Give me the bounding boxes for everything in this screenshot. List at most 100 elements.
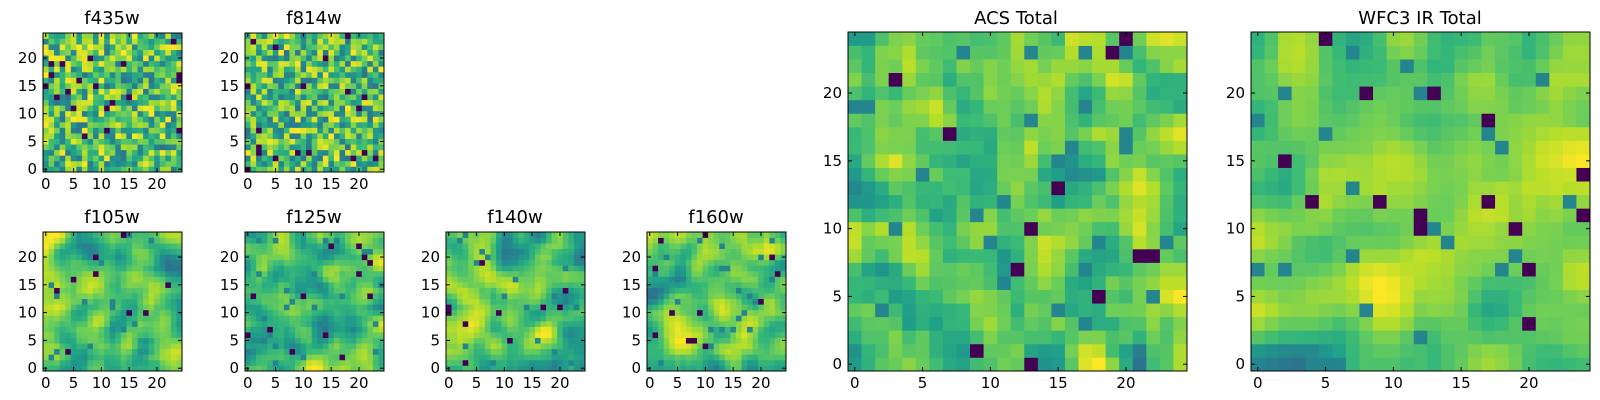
- heatmap-cell: [311, 365, 318, 372]
- heatmap-cell: [295, 304, 301, 311]
- heatmap-cell: [446, 315, 452, 322]
- heatmap-cell: [1132, 303, 1147, 318]
- heatmap-cell: [647, 315, 653, 322]
- heatmap-cell: [1159, 235, 1174, 250]
- heatmap-cell: [143, 155, 149, 162]
- heatmap-cell: [98, 55, 105, 62]
- heatmap-cell: [1278, 330, 1293, 345]
- heatmap-cell: [104, 270, 111, 277]
- heatmap-cell: [76, 155, 83, 162]
- heatmap-cell: [104, 127, 111, 134]
- heatmap-cell: [311, 38, 318, 45]
- heatmap-cell: [170, 105, 177, 112]
- heatmap-cell: [1427, 262, 1442, 277]
- x-tick-label: 15: [1049, 374, 1068, 392]
- heatmap-cell: [311, 66, 318, 73]
- heatmap-cell: [76, 232, 83, 238]
- heatmap-cell: [929, 154, 944, 168]
- heatmap-cell: [70, 71, 77, 78]
- heatmap-cell: [361, 282, 368, 288]
- heatmap-cell: [148, 49, 155, 56]
- heatmap-cell: [154, 359, 161, 366]
- heatmap-cell: [59, 44, 66, 51]
- heatmap-cell: [484, 282, 491, 288]
- heatmap-cell: [300, 105, 307, 112]
- heatmap-cell: [479, 259, 486, 266]
- heatmap-cell: [256, 265, 263, 272]
- heatmap-cell: [568, 259, 575, 266]
- heatmap-cell: [154, 254, 161, 261]
- heatmap-cell: [93, 343, 99, 350]
- heatmap-cell: [451, 265, 458, 272]
- heatmap-cell: [724, 237, 731, 244]
- heatmap-cell: [154, 66, 161, 73]
- heatmap-cell: [176, 293, 183, 300]
- heatmap-cell: [501, 276, 508, 283]
- heatmap-cell: [70, 287, 77, 294]
- heatmap-cell: [496, 276, 502, 283]
- heatmap-cell: [143, 343, 149, 350]
- heatmap-cell: [546, 254, 552, 261]
- heatmap-cell: [356, 354, 363, 361]
- heatmap-cell: [479, 248, 486, 255]
- plot-frame: [646, 231, 787, 372]
- heatmap-cell: [1024, 235, 1039, 250]
- heatmap-cell: [339, 49, 346, 56]
- heatmap-cell: [267, 38, 274, 45]
- heatmap-cell: [300, 99, 307, 106]
- heatmap-cell: [367, 127, 374, 134]
- heatmap-cell: [518, 265, 525, 272]
- heatmap-cell: [176, 77, 183, 84]
- heatmap-cell: [915, 248, 930, 263]
- heatmap-cell: [1373, 289, 1387, 304]
- heatmap-cell: [367, 348, 374, 355]
- heatmap-cell: [484, 337, 491, 344]
- heatmap-cell: [350, 354, 357, 361]
- heatmap-cell: [1291, 235, 1306, 250]
- heatmap-cell: [534, 343, 541, 350]
- heatmap-cell: [350, 166, 357, 173]
- heatmap-cell: [719, 332, 726, 338]
- heatmap-cell: [154, 55, 161, 62]
- heatmap-cell: [87, 94, 94, 101]
- heatmap-cell: [573, 259, 580, 266]
- heatmap-cell: [87, 160, 94, 167]
- heatmap-cell: [256, 60, 263, 67]
- heatmap-cell: [1481, 303, 1496, 318]
- heatmap-cell: [861, 181, 876, 196]
- heatmap-cell: [997, 357, 1012, 372]
- heatmap-cell: [176, 315, 183, 322]
- heatmap-cell: [250, 326, 257, 333]
- heatmap-cell: [87, 287, 94, 294]
- heatmap-cell: [685, 270, 692, 277]
- heatmap-cell: [1119, 221, 1134, 236]
- heatmap-cell: [98, 66, 105, 73]
- heatmap-cell: [1467, 248, 1482, 263]
- heatmap-cell: [1332, 330, 1347, 345]
- heatmap-cell: [568, 332, 575, 338]
- heatmap-cell: [557, 259, 564, 266]
- heatmap-cell: [888, 140, 903, 155]
- heatmap-cell: [1051, 154, 1066, 168]
- heatmap-cell: [131, 160, 138, 167]
- heatmap-cell: [942, 113, 957, 128]
- heatmap-cell: [109, 110, 116, 117]
- heatmap-cell: [65, 287, 72, 294]
- y-tick-label: 5: [430, 331, 440, 349]
- heatmap-cell: [1064, 86, 1079, 101]
- heatmap-cell: [54, 354, 61, 361]
- heatmap-cell: [713, 315, 720, 322]
- heatmap-cell: [289, 365, 296, 372]
- heatmap-cell: [317, 293, 324, 300]
- heatmap-cell: [942, 330, 957, 345]
- heatmap-cell: [479, 237, 486, 244]
- heatmap-cell: [109, 166, 116, 173]
- heatmap-cell: [170, 155, 177, 162]
- heatmap-cell: [250, 77, 257, 84]
- heatmap-cell: [120, 66, 127, 73]
- heatmap-cell: [663, 254, 670, 261]
- heatmap-cell: [98, 254, 105, 261]
- heatmap-cell: [372, 348, 379, 355]
- heatmap-cell: [339, 298, 346, 305]
- heatmap-cell: [137, 243, 144, 250]
